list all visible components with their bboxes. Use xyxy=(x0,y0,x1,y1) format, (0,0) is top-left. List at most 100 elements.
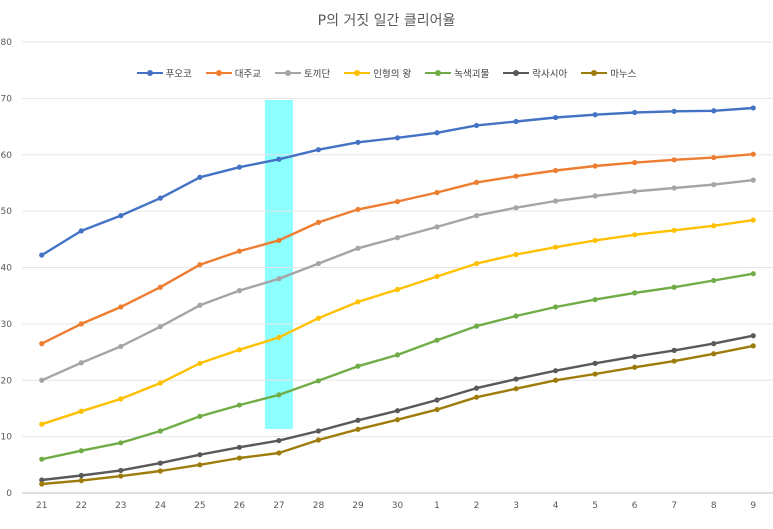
data-point xyxy=(355,139,361,145)
data-point xyxy=(118,213,124,219)
data-point xyxy=(553,198,559,204)
data-point xyxy=(315,428,322,434)
data-point xyxy=(513,173,519,179)
data-point xyxy=(592,193,598,199)
data-point xyxy=(197,413,203,419)
data-point xyxy=(750,333,756,339)
data-point xyxy=(473,260,480,267)
x-tick-label: 22 xyxy=(76,501,87,511)
data-point xyxy=(750,177,756,183)
data-point xyxy=(473,394,480,400)
data-point xyxy=(632,109,638,116)
y-axis-tick-labels: 0 10 20 30 40 50 60 70 80 xyxy=(1,38,13,499)
data-point xyxy=(632,188,638,194)
data-point xyxy=(157,284,163,290)
legend-label: 마누스 xyxy=(610,69,637,80)
legend-swatch xyxy=(205,68,232,78)
data-point xyxy=(276,392,282,398)
legend-swatch xyxy=(275,68,302,78)
x-tick-label: 4 xyxy=(553,501,559,511)
x-tick-label: 23 xyxy=(115,501,126,511)
data-point xyxy=(157,428,163,434)
data-point xyxy=(78,472,84,479)
data-point xyxy=(632,160,638,166)
data-point xyxy=(671,284,677,290)
data-point xyxy=(750,151,756,157)
legend-item: 인형의 왕 xyxy=(344,66,411,80)
data-point xyxy=(157,324,163,330)
data-point xyxy=(394,198,401,205)
data-point xyxy=(553,368,559,374)
data-point xyxy=(315,315,322,321)
legend-swatch xyxy=(503,68,530,78)
data-point xyxy=(592,237,598,244)
x-tick-label: 6 xyxy=(632,501,638,511)
data-point xyxy=(553,304,559,310)
data-point xyxy=(632,364,638,370)
series-group xyxy=(39,217,756,427)
highlight-band-layer xyxy=(264,100,293,429)
data-point xyxy=(434,337,440,343)
y-tick-label: 40 xyxy=(1,264,13,274)
data-point xyxy=(671,108,677,114)
data-point xyxy=(39,477,45,483)
data-point xyxy=(157,195,163,201)
series-group xyxy=(39,333,756,483)
data-point xyxy=(394,408,401,414)
series-line xyxy=(40,344,755,486)
data-point xyxy=(118,304,124,310)
data-point xyxy=(39,252,45,258)
data-point xyxy=(632,290,638,296)
data-point xyxy=(553,167,559,174)
data-point xyxy=(78,228,84,234)
data-point xyxy=(315,378,322,384)
gridlines xyxy=(22,41,773,494)
data-point xyxy=(513,205,519,211)
data-point xyxy=(434,130,440,136)
y-tick-label: 70 xyxy=(1,94,13,104)
legend-item: 마누스 xyxy=(581,66,636,80)
legend-item: 녹색괴물 xyxy=(425,66,489,80)
data-point xyxy=(236,402,242,408)
y-tick-label: 50 xyxy=(1,207,13,217)
data-point xyxy=(118,396,124,402)
data-point xyxy=(197,262,203,268)
data-point xyxy=(711,154,717,161)
data-point xyxy=(355,299,361,305)
data-point xyxy=(711,351,717,357)
data-point xyxy=(434,406,440,413)
data-point xyxy=(671,185,677,191)
data-point xyxy=(473,122,480,129)
series-group xyxy=(39,177,756,383)
highlight-band xyxy=(264,100,293,429)
legend-swatch xyxy=(581,68,608,78)
data-point xyxy=(394,417,401,423)
data-point xyxy=(355,426,361,432)
y-tick-label: 80 xyxy=(1,38,13,48)
legend-item: 대주교 xyxy=(205,66,261,80)
data-point xyxy=(276,334,282,341)
data-point xyxy=(78,408,84,414)
data-point xyxy=(473,323,480,329)
data-point xyxy=(711,182,717,188)
data-point xyxy=(236,248,242,254)
data-point xyxy=(394,235,401,241)
data-point xyxy=(276,237,282,244)
data-point xyxy=(236,444,242,450)
data-point xyxy=(513,386,519,392)
data-point xyxy=(315,219,322,225)
x-tick-label: 27 xyxy=(273,501,284,511)
data-point xyxy=(473,179,480,185)
data-point xyxy=(39,377,45,383)
x-tick-label: 1 xyxy=(434,501,440,511)
data-point xyxy=(39,341,45,347)
y-tick-label: 0 xyxy=(6,489,12,499)
legend-label: 토끼단 xyxy=(304,69,331,80)
y-tick-label: 30 xyxy=(1,320,13,330)
x-tick-label: 29 xyxy=(352,501,364,511)
series-layer xyxy=(39,105,756,487)
data-point xyxy=(236,164,242,170)
data-point xyxy=(513,313,519,319)
data-point xyxy=(434,397,440,403)
